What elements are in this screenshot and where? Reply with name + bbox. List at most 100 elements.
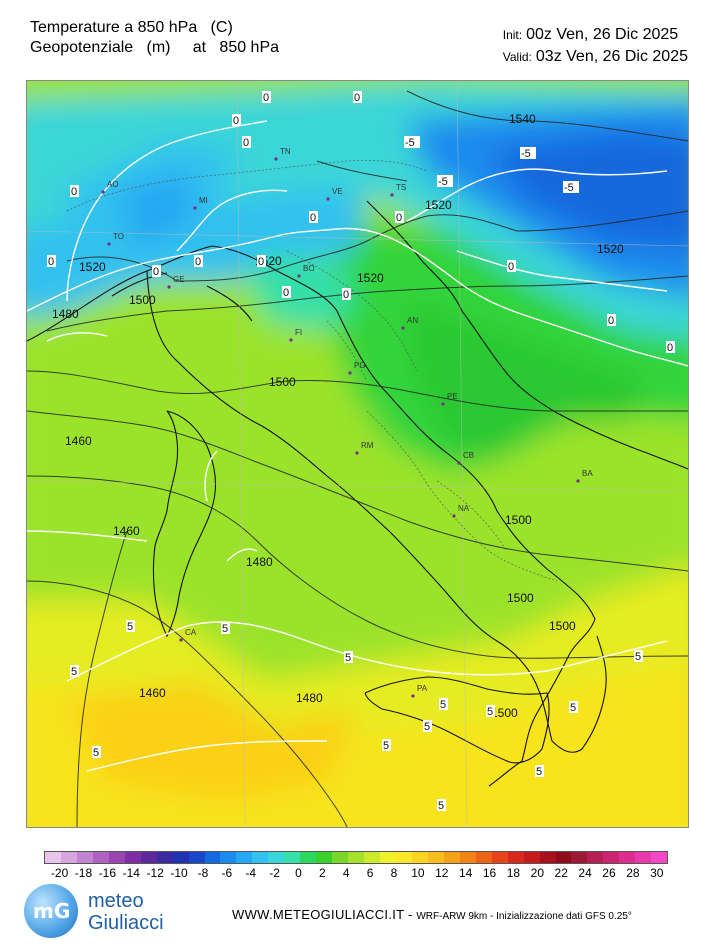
legend-tick: -4 [245,866,257,880]
legend-swatch [427,852,444,863]
legend-swatch [555,852,572,863]
temperature-label-bg [563,181,579,193]
borders [66,160,558,582]
legend-tick: 6 [366,866,374,880]
temperature-label: 5 [635,651,641,663]
city-label: TS [396,183,406,192]
temperature-label-bg [221,622,230,634]
temperature-label-bg [607,314,616,326]
legend-tick: -20 [50,866,69,880]
legend-swatch [76,852,93,863]
legend-tick: 12 [435,866,449,880]
temperature-label-bg [194,255,203,267]
legend-swatch [443,852,460,863]
temperature-label-bg [126,620,135,632]
temperature-label: 5 [383,740,389,752]
legend-swatch [252,852,269,863]
legend-swatch [332,852,349,863]
temperature-label-bg [437,799,446,811]
temperature-label: -5 [521,148,531,160]
temperature-label-bg [535,765,544,777]
graticule [27,81,688,827]
city-label: TN [280,147,291,156]
temperature-label: 0 [310,212,316,224]
valid-row: Valid: 03z Ven, 26 Dic 2025 [503,46,688,68]
temperature-label: 0 [71,186,77,198]
temperature-label: 0 [508,261,514,273]
temperature-label: 0 [195,256,201,268]
legend-swatch [108,852,125,863]
legend-swatch [156,852,173,863]
city-dot [274,157,278,161]
city-dot [326,197,330,201]
title-line-temperature: Temperature a 850 hPa (C) [30,19,233,36]
temperature-label-bg [634,650,643,662]
site-url[interactable]: WWW.METEOGIULIACCI.IT - [232,907,413,922]
city-dot [101,190,105,194]
legend-ticks: -20 -18 -16 -14 -12 -10 -8 -6 -4 -2 0 2 4 6 8 10 12 14 16 1… [44,866,668,884]
legend-swatch [60,852,77,863]
temperature-label-bg [569,701,578,713]
city-label: VE [332,187,343,196]
coastlines [27,200,688,787]
geopotential-label: 1500 [505,513,532,527]
legend-swatch [140,852,157,863]
footer-credit: WWW.METEOGIULIACCI.IT - WRF-ARW 9km - In… [232,907,632,922]
temperature-label-bg [242,136,251,148]
temperature-label: 5 [536,766,542,778]
city-label: CA [185,628,197,637]
legend-colorbar [44,851,668,864]
city-label: RM [361,441,374,450]
legend-tick: 4 [342,866,350,880]
temperature-label: -5 [438,176,448,188]
temperature-label-bg [70,665,79,677]
geopotential-label: 1520 [597,242,624,256]
logo-mark: mG [33,899,71,923]
geopotential-label: 1500 [549,619,576,633]
city-label: TO [113,232,124,241]
temperature-label: 5 [438,800,444,812]
city-dot [107,242,111,246]
legend-swatch [188,852,205,863]
legend-swatch [459,852,476,863]
legend-swatch [635,852,652,863]
temperature-label: 5 [127,621,133,633]
temperature-label-bg [395,211,404,223]
temperature-label-bg [666,341,675,353]
geopotential-label: 1520 [425,198,452,212]
legend-tick: -16 [98,866,117,880]
city-label: BA [582,469,593,478]
legend-tick: -8 [197,866,209,880]
title-line-geopotential: Geopotenziale (m) at 850 hPa [30,39,280,56]
temperature-label: 0 [608,315,614,327]
temperature-label-bg [423,720,432,732]
temperature-label: 5 [570,702,576,714]
brand-line-2: Giuliacci [88,912,164,934]
legend-swatch [220,852,237,863]
legend-tick: 28 [626,866,640,880]
temperature-label: 5 [93,747,99,759]
temperature-label-bg [437,175,453,187]
init-row: Init: 00z Ven, 26 Dic 2025 [503,24,688,46]
geopotential-label: 1500 [507,591,534,605]
init-label: Init: [502,28,523,42]
map-canvas: TN AO MI VE TS TO GE BO FI AN PG PE RM CB BA NA CA PA 154… [27,81,688,827]
legend-tick: 20 [530,866,545,880]
legend-swatch [204,852,221,863]
legend-tick: -12 [146,866,164,880]
temperature-label: 0 [283,287,289,299]
city-label: PG [354,361,366,370]
temperature-label: -5 [564,182,574,194]
city-label: AN [407,316,418,325]
legend-tick: -10 [170,866,188,880]
temperature-label-bg [92,746,101,758]
run-times: Init: 00z Ven, 26 Dic 2025 Valid: 03z Ve… [503,24,688,68]
city-dot [348,371,352,375]
legend-swatch [571,852,588,863]
temperature-label-bg [152,265,161,277]
geopotential-label: 1480 [52,307,79,321]
temperature-label: 5 [222,623,228,635]
legend-swatch [284,852,301,863]
legend-swatch [619,852,636,863]
temperature-label: 0 [243,137,249,149]
